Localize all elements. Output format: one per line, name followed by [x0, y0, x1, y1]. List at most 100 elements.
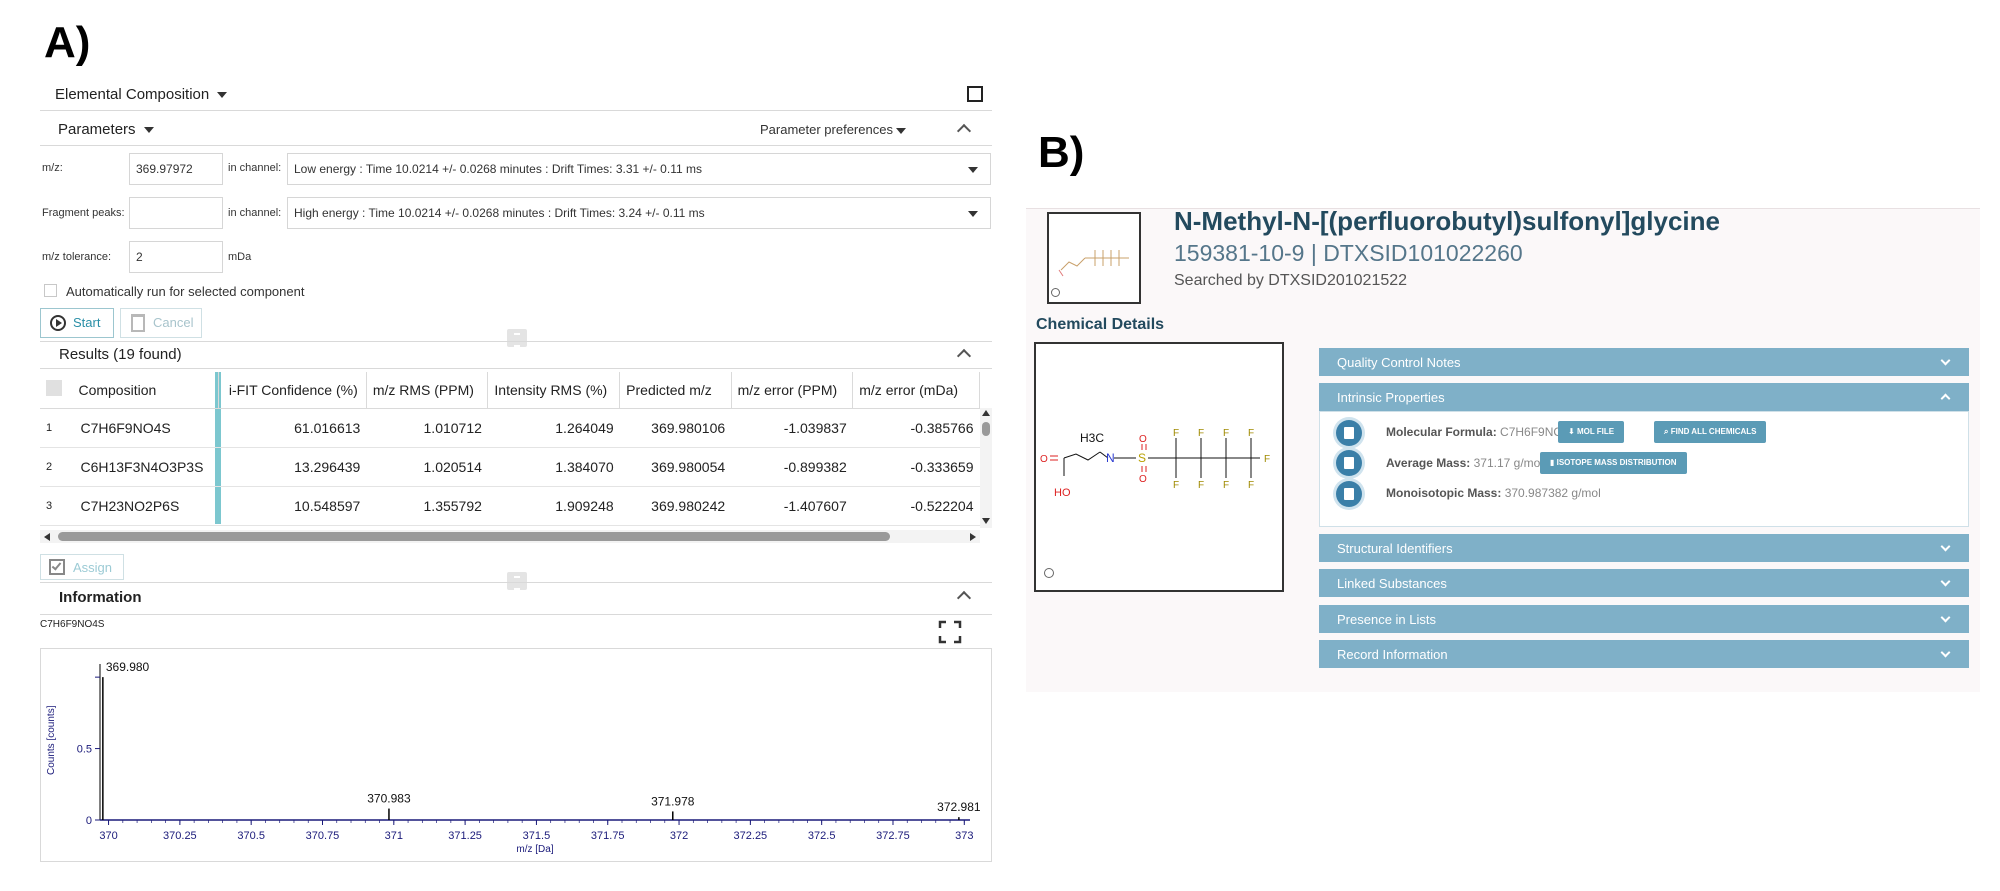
mz-tolerance-label: m/z tolerance:	[42, 251, 112, 263]
col-error-ppm[interactable]: m/z error (PPM)	[731, 372, 854, 409]
table-row[interactable]: 1 C7H6F9NO4S 61.016613 1.010712 1.264049…	[40, 408, 980, 448]
collapse-parameters-icon[interactable]	[956, 123, 972, 139]
composition-cell: C7H23NO2P6S	[74, 486, 219, 526]
error-mda-cell: -0.333659	[852, 447, 980, 487]
horizontal-scroll-thumb[interactable]	[58, 532, 890, 541]
structure-thumbnail[interactable]	[1047, 212, 1141, 304]
scroll-left-icon[interactable]	[44, 533, 50, 541]
vertical-scroll-thumb[interactable]	[982, 422, 990, 436]
play-icon	[50, 315, 66, 331]
x-tick-label: 371.5	[523, 830, 551, 842]
assign-label: Assign	[73, 560, 113, 575]
mz-input[interactable]: 369.97972	[129, 153, 223, 185]
col-intensity-rms[interactable]: Intensity RMS (%)	[487, 372, 621, 409]
table-row[interactable]: 3 C7H23NO2P6S 10.548597 1.355792 1.90924…	[40, 486, 980, 526]
atom-s: S	[1138, 451, 1146, 465]
accordion-linked-substances[interactable]: Linked Substances	[1319, 569, 1969, 597]
vertical-scrollbar[interactable]	[980, 408, 992, 528]
scroll-down-icon[interactable]	[982, 518, 990, 524]
mz-tolerance-input[interactable]: 2	[129, 241, 223, 273]
error-ppm-cell: -0.899382	[731, 447, 853, 487]
x-tick-label: 370	[99, 830, 117, 842]
cancel-button[interactable]: Cancel	[120, 308, 202, 338]
intensity-rms-cell: 1.909248	[487, 486, 620, 526]
collapse-information-icon[interactable]	[956, 590, 972, 606]
low-energy-channel-select[interactable]: Low energy : Time 10.0214 +/- 0.0268 min…	[287, 153, 991, 185]
accordion-record-information[interactable]: Record Information	[1319, 640, 1969, 668]
col-mz-rms[interactable]: m/z RMS (PPM)	[366, 372, 489, 409]
find-all-chemicals-label: FIND ALL CHEMICALS	[1670, 427, 1757, 436]
scroll-up-icon[interactable]	[982, 410, 990, 416]
atom-o-bottom: O	[1139, 474, 1147, 485]
monoisotopic-mass-label: Monoisotopic Mass:	[1386, 486, 1502, 500]
col-ifit[interactable]: i-FIT Confidence (%)	[218, 372, 367, 409]
composition-cell: C7H6F9NO4S	[74, 408, 219, 448]
parameters-header[interactable]: Parameters	[58, 121, 154, 138]
chevron-down-icon	[1940, 355, 1951, 366]
copy-average-mass-icon[interactable]	[1336, 450, 1362, 476]
elemental-composition-header[interactable]: Elemental Composition	[55, 86, 228, 103]
atom-f: F	[1198, 428, 1204, 439]
average-mass-value: 371.17 g/mol	[1473, 456, 1543, 470]
ifit-cell: 10.548597	[218, 486, 367, 526]
accordion-presence-in-lists[interactable]: Presence in Lists	[1319, 605, 1969, 633]
parameter-preferences-menu[interactable]: Parameter preferences	[760, 122, 906, 137]
accordion-intrinsic-properties[interactable]: Intrinsic Properties	[1319, 383, 1969, 411]
atom-f: F	[1173, 480, 1179, 491]
accordion-structural-identifiers[interactable]: Structural Identifiers	[1319, 534, 1969, 562]
intensity-rms-cell: 1.384070	[487, 447, 620, 487]
isotope-mass-distribution-button[interactable]: ▮ ISOTOPE MASS DISTRIBUTION	[1540, 452, 1687, 474]
chevron-down-icon	[1940, 576, 1951, 587]
atom-f: F	[1198, 480, 1204, 491]
high-energy-channel-select[interactable]: High energy : Time 10.0214 +/- 0.0268 mi…	[287, 197, 991, 229]
error-ppm-cell: -1.407607	[731, 486, 853, 526]
horizontal-scrollbar[interactable]	[40, 530, 980, 543]
auto-run-checkbox[interactable]	[44, 284, 57, 297]
splitter-handle-2[interactable]	[507, 572, 527, 590]
y-ticks: 00.5	[77, 676, 100, 827]
start-button[interactable]: Start	[40, 308, 114, 338]
mz-rms-cell: 1.355792	[366, 486, 488, 526]
assign-button[interactable]: Assign	[40, 554, 124, 580]
accordion-linked-substances-label: Linked Substances	[1337, 576, 1447, 591]
col-error-mda[interactable]: m/z error (mDa)	[852, 372, 980, 409]
x-axis-label: m/z [Da]	[516, 844, 553, 855]
info-formula: C7H6F9NO4S	[40, 619, 105, 630]
low-energy-channel-value: Low energy : Time 10.0214 +/- 0.0268 min…	[294, 162, 702, 176]
atom-f: F	[1248, 428, 1254, 439]
peaks: 369.980 370.983 371.978 372.981	[102, 660, 981, 820]
fullscreen-icon[interactable]	[938, 620, 962, 644]
table-row[interactable]: 2 C6H13F3N4O3P3S 13.296439 1.020514 1.38…	[40, 447, 980, 487]
fragment-peaks-input[interactable]	[129, 197, 223, 229]
chevron-down-icon	[1940, 612, 1951, 623]
accordion-record-information-label: Record Information	[1337, 647, 1448, 662]
intensity-rms-cell: 1.264049	[487, 408, 620, 448]
y-tick-label: 0.5	[77, 744, 92, 756]
cancel-label: Cancel	[153, 315, 194, 330]
select-all-checkbox[interactable]	[46, 380, 62, 397]
chevron-down-icon	[1940, 541, 1951, 552]
find-all-chemicals-button[interactable]: ⌕ FIND ALL CHEMICALS	[1654, 421, 1767, 443]
y-tick-label: 0	[86, 815, 92, 827]
accordion-quality-control[interactable]: Quality Control Notes	[1319, 348, 1969, 376]
bar-chart-icon: ▮	[1550, 458, 1557, 467]
chevron-down-icon	[895, 127, 906, 134]
collapse-results-icon[interactable]	[956, 348, 972, 364]
copy-formula-icon[interactable]	[1336, 420, 1362, 446]
splitter-handle[interactable]	[507, 329, 527, 347]
atom-f: F	[1248, 480, 1254, 491]
copy-monoisotopic-mass-icon[interactable]	[1336, 481, 1362, 507]
trash-icon	[131, 314, 145, 332]
composition-cell: C6H13F3N4O3P3S	[74, 447, 219, 487]
col-composition[interactable]: Composition	[74, 372, 219, 409]
x-tick-label: 372.75	[876, 830, 910, 842]
panel-b-letter: B)	[1038, 128, 1085, 177]
mol-file-button[interactable]: ⬇ MOL FILE	[1558, 421, 1625, 443]
maximize-icon[interactable]	[967, 86, 983, 102]
mass-spectrum-chart: 00.5 370 370.25 370.5 370.75 371 371.25 371.5 3…	[46, 660, 981, 855]
zoom-icon	[1051, 288, 1060, 297]
zoom-icon[interactable]	[1044, 568, 1054, 578]
scroll-right-icon[interactable]	[970, 533, 976, 541]
col-predicted-mz[interactable]: Predicted m/z	[619, 372, 732, 409]
structure-image[interactable]: H3C N S O O O HO F F F F F F F F F	[1034, 342, 1284, 592]
